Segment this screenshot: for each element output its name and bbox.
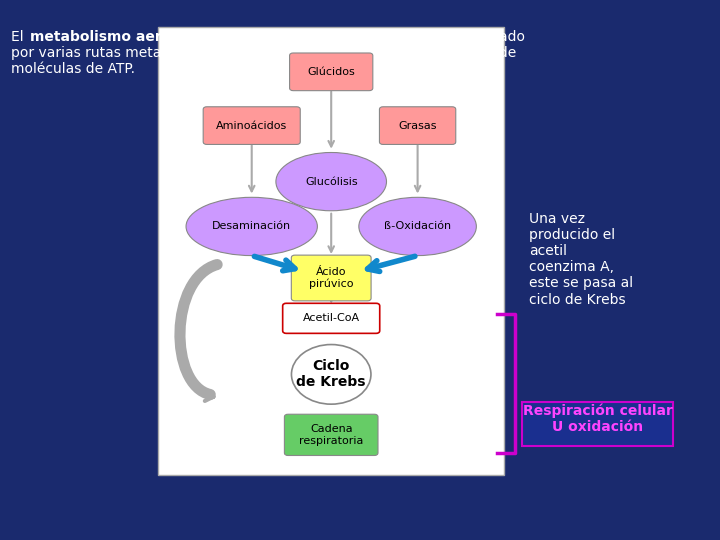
Text: Una vez
producido el
acetil
coenzima A,
este se pasa al
ciclo de Krebs: Una vez producido el acetil coenzima A, … bbox=[529, 212, 634, 307]
Text: Grasas: Grasas bbox=[398, 120, 437, 131]
FancyBboxPatch shape bbox=[379, 107, 456, 144]
Text: metabolismo aerobio (catabolismo de biomoléculas): metabolismo aerobio (catabolismo de biom… bbox=[30, 30, 439, 44]
Text: Ácido
pirúvico: Ácido pirúvico bbox=[309, 267, 354, 289]
Text: Desaminación: Desaminación bbox=[212, 221, 292, 232]
Text: Ciclo
de Krebs: Ciclo de Krebs bbox=[297, 359, 366, 389]
Text: Glúcidos: Glúcidos bbox=[307, 67, 355, 77]
Text: ß-Oxidación: ß-Oxidación bbox=[384, 221, 451, 232]
Text: Respiración celular
U oxidación: Respiración celular U oxidación bbox=[523, 403, 672, 434]
Text: Glucólisis: Glucólisis bbox=[305, 177, 358, 187]
Text: Cadena
respiratoria: Cadena respiratoria bbox=[299, 424, 364, 446]
FancyBboxPatch shape bbox=[522, 402, 673, 446]
FancyBboxPatch shape bbox=[284, 414, 378, 456]
Text: por varias rutas metabólicas que conducen finalmente a la obtención de: por varias rutas metabólicas que conduce… bbox=[11, 46, 516, 60]
FancyBboxPatch shape bbox=[283, 303, 379, 333]
FancyBboxPatch shape bbox=[292, 255, 371, 301]
Text: está formado: está formado bbox=[428, 30, 526, 44]
FancyBboxPatch shape bbox=[158, 27, 504, 475]
Ellipse shape bbox=[276, 152, 387, 211]
FancyBboxPatch shape bbox=[289, 53, 373, 91]
Text: El: El bbox=[11, 30, 28, 44]
Ellipse shape bbox=[359, 197, 477, 255]
Text: Aminoácidos: Aminoácidos bbox=[216, 120, 287, 131]
FancyBboxPatch shape bbox=[203, 107, 300, 144]
Circle shape bbox=[292, 345, 371, 404]
Text: Acetil-CoA: Acetil-CoA bbox=[302, 313, 360, 323]
Text: moléculas de ATP.: moléculas de ATP. bbox=[11, 62, 135, 76]
Ellipse shape bbox=[186, 197, 318, 255]
